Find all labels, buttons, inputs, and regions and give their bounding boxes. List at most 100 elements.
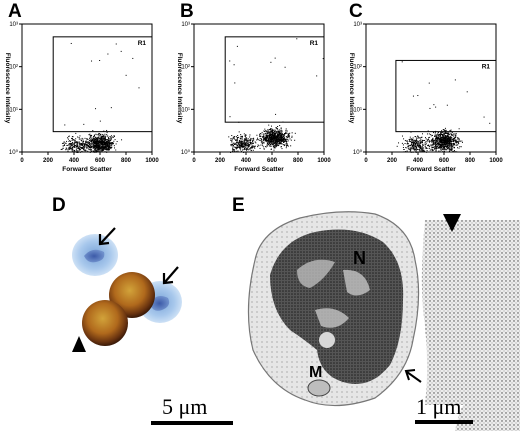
scatter-point [95,141,97,143]
scatter-point [247,146,249,148]
scatter-point [240,145,242,147]
scatter-point [451,136,453,138]
scatter-point [275,137,277,139]
scatter-point [78,138,80,140]
scatter-point [87,139,89,141]
scatter-point [435,138,437,140]
scatter-point [69,141,71,143]
scatter-point [413,146,415,148]
scatter-point [288,133,290,135]
scatter-point [275,113,277,115]
scatter-point [417,140,419,142]
adjacent-cell-lower [455,368,520,431]
scatter-point [278,135,280,137]
scatter-point [266,134,268,136]
scatter-point [112,142,114,144]
scatter-point [100,140,102,142]
y-tick-label: 10⁰ [353,149,363,156]
scatter-point [449,144,451,146]
scatter-point [100,138,102,140]
scatter-point [99,144,101,146]
scatter-point [420,146,422,148]
scatter-point [97,137,99,139]
scatter-point [279,125,281,127]
scatter-point [228,136,230,138]
scatter-point [445,142,447,144]
scatter-point [234,142,236,144]
scatter-point [266,136,268,138]
scatter-point [434,138,436,140]
scatter-point [451,148,453,150]
scatter-point [89,144,91,146]
scatter-point [274,147,276,149]
scatter-point [274,140,276,142]
scatter-point [241,135,243,137]
scatter-point [71,151,73,153]
scatter-point [94,149,96,151]
scatter-point [286,140,288,142]
scatter-point [77,147,79,149]
scatter-point [265,146,267,148]
scatter-point [448,134,450,136]
scatter-point [450,149,452,151]
scatter-point [78,136,80,138]
scatter-point [243,141,245,143]
scatter-point [439,132,441,134]
scatter-point [96,140,98,142]
scatter-point [440,145,442,147]
scatter-point [84,145,86,147]
scatter-point [278,132,280,134]
scatter-point [428,133,430,135]
scatter-point [101,150,103,152]
scatter-point [72,149,74,151]
scatter-point [252,141,254,143]
scatter-point [120,50,122,52]
scatter-point [460,146,462,148]
scatter-point [443,136,445,138]
scatter-point [280,140,282,142]
scatter-point [103,136,105,138]
scatter-point [105,141,107,143]
scatter-point [436,139,438,141]
scatter-point [453,133,455,135]
scatter-point [453,142,455,144]
scatter-point [457,144,459,146]
scatter-point [251,139,253,141]
scatter-point [262,140,264,142]
scatter-point [278,131,280,133]
scatter-point [453,146,455,148]
scatter-point [246,140,248,142]
scatter-point [89,133,91,135]
scatter-point [87,141,89,143]
scatter-point [251,142,253,144]
scatter-point [272,128,274,130]
scatter-point [94,147,96,149]
scatter-point [246,149,248,151]
scatter-point [281,140,283,142]
scatter-point [79,151,81,153]
scatter-point [447,144,449,146]
scatter-point [104,143,106,145]
scatter-point [274,141,276,143]
scatter-point [283,141,285,143]
scatter-point [105,141,107,143]
scatter-point [92,142,94,144]
scatter-point [442,141,444,143]
scatter-point [439,139,441,141]
scatter-point [280,146,282,148]
scatter-point [108,141,110,143]
scatter-point [271,140,273,142]
scatter-point [408,148,410,150]
scatter-point [277,133,279,135]
scatter-point [272,135,274,137]
scatter-point [412,151,414,153]
scatter-point [453,139,455,141]
scatter-point [245,145,247,147]
scatter-point [287,140,289,142]
scatter-point [279,130,281,132]
scatter-point [68,148,70,150]
scatter-point [449,129,451,131]
scatter-point [428,140,430,142]
scatter-point [92,138,94,140]
scatter-point [443,146,445,148]
